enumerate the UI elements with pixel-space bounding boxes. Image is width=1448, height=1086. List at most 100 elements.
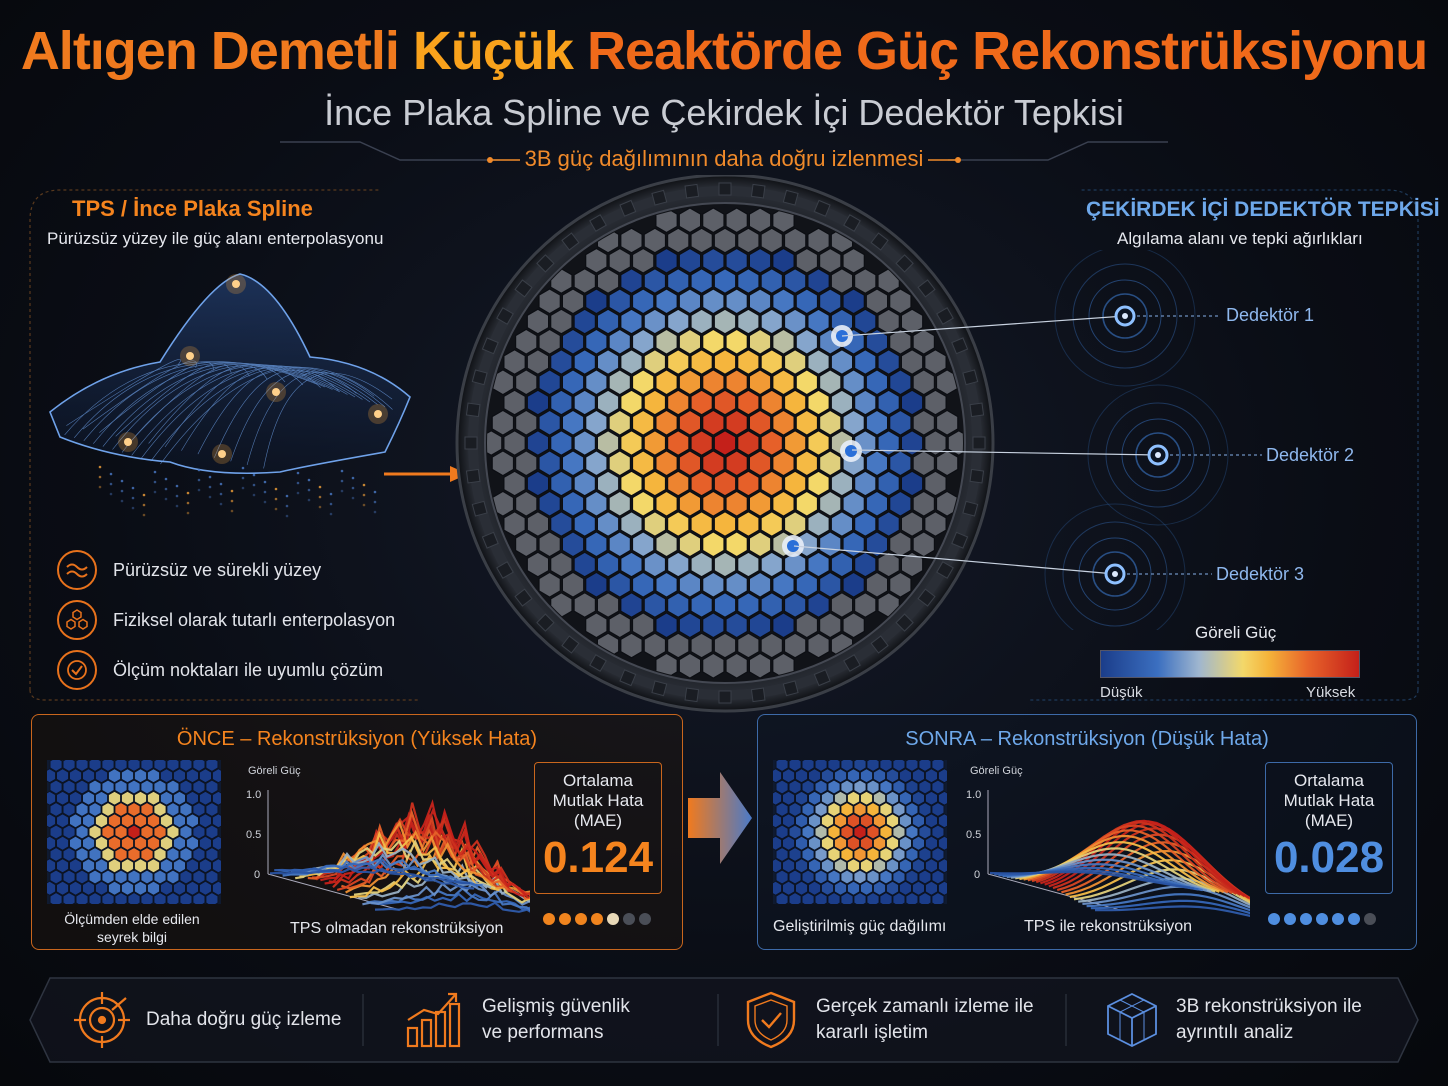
map-cell [918, 779, 932, 795]
map-cell [853, 847, 867, 862]
core-fuel-assembly [947, 430, 963, 456]
rating-dot [623, 913, 635, 925]
projection-dot [131, 496, 135, 500]
core-fuel-assembly [690, 308, 713, 335]
map-cell [127, 847, 141, 862]
core-fuel-assembly [819, 288, 842, 315]
after-3d-plot: Göreli Güç 1.0 0.5 0 [966, 765, 1250, 918]
core-fuel-assembly [596, 308, 620, 335]
core-fuel-assembly [725, 207, 748, 234]
map-cell [795, 790, 808, 806]
map-cell [801, 760, 815, 772]
core-fuel-assembly [725, 490, 748, 517]
reflector-block [936, 307, 954, 325]
core-fuel-assembly [643, 511, 667, 537]
map-cell [801, 869, 815, 885]
map-cell [153, 760, 167, 772]
map-cell [834, 858, 847, 874]
map-cell [49, 869, 63, 885]
core-fuel-assembly [737, 308, 760, 335]
core-fuel-assembly [900, 470, 924, 497]
map-cell [179, 760, 193, 772]
map-cell [775, 892, 789, 904]
map-cell [925, 858, 938, 874]
map-cell [134, 790, 147, 806]
map-cell [62, 847, 76, 862]
core-fuel-assembly [643, 268, 667, 294]
map-cell [69, 768, 82, 784]
map-cell [153, 779, 167, 795]
core-fuel-assembly [620, 511, 643, 537]
map-cell [205, 847, 219, 862]
core-fuel-assembly [713, 592, 737, 618]
map-cell [160, 813, 173, 829]
before-plot-ylabel: Göreli Güç [248, 765, 301, 777]
map-cell [166, 892, 180, 904]
projection-dot [98, 485, 102, 489]
core-fuel-assembly [783, 349, 807, 375]
core-fuel-assembly [842, 288, 865, 315]
map-cell [140, 847, 154, 862]
core-fuel-assembly [655, 409, 678, 436]
map-cell [866, 892, 880, 904]
core-fuel-assembly [538, 369, 561, 396]
core-detector-3-marker [787, 540, 799, 552]
map-cell [49, 892, 63, 904]
core-fuel-assembly [585, 409, 608, 436]
core-fuel-assembly [667, 592, 690, 618]
core-fuel-assembly [678, 288, 702, 315]
map-cell [114, 892, 128, 904]
core-fuel-assembly [573, 349, 596, 375]
mesh-line [246, 371, 375, 465]
map-cell [853, 824, 867, 840]
core-fuel-assembly [702, 571, 725, 598]
map-cell [827, 779, 841, 795]
core-fuel-assembly [573, 430, 596, 456]
map-cell [173, 768, 186, 784]
core-fuel-assembly [585, 571, 608, 598]
reflector-block [536, 613, 555, 632]
core-fuel-assembly [854, 592, 877, 618]
core-fuel-assembly [503, 389, 526, 416]
map-cell [840, 869, 854, 885]
map-cell [75, 760, 89, 772]
core-fuel-assembly [561, 450, 585, 477]
map-cell [912, 858, 925, 874]
map-cell [866, 779, 880, 795]
map-cell [912, 835, 925, 851]
after-heatmap [773, 760, 947, 904]
core-fuel-assembly [924, 349, 947, 375]
map-cell [166, 847, 180, 862]
map-cell [101, 779, 115, 795]
map-cell [775, 802, 789, 817]
core-fuel-assembly [725, 571, 748, 598]
projection-dot [197, 468, 201, 472]
core-fuel-assembly [608, 571, 631, 598]
detector-3-label: Dedektör 3 [1216, 564, 1305, 584]
map-cell [205, 869, 219, 885]
map-cell [879, 847, 893, 862]
core-fuel-assembly [678, 450, 702, 477]
mesh-line [263, 373, 393, 469]
benefit-4-text: 3B rekonstrüksiyon ile ayrıntılı analiz [1176, 994, 1362, 1046]
map-cell [775, 824, 789, 840]
projection-dot [263, 480, 267, 484]
map-cell [866, 802, 880, 817]
core-fuel-assembly [585, 612, 608, 639]
mesh-line [64, 361, 318, 436]
map-cell [47, 813, 56, 829]
core-fuel-assembly [725, 531, 748, 558]
map-cell [127, 802, 141, 817]
core-fuel-assembly [819, 369, 842, 396]
map-cell [62, 760, 76, 772]
after-title: SONRA – Rekonstrüksiyon (Düşük Hata) [757, 728, 1417, 751]
map-cell [873, 813, 886, 829]
map-cell [199, 768, 212, 784]
map-cell [899, 790, 912, 806]
mesh-line [66, 359, 181, 426]
projection-dot [263, 490, 267, 494]
map-cell [788, 779, 802, 795]
map-cell [886, 790, 899, 806]
page-title: Altıgen Demetli Küçük Reaktörde Güç Reko… [0, 20, 1448, 82]
projection-dot [219, 492, 223, 496]
